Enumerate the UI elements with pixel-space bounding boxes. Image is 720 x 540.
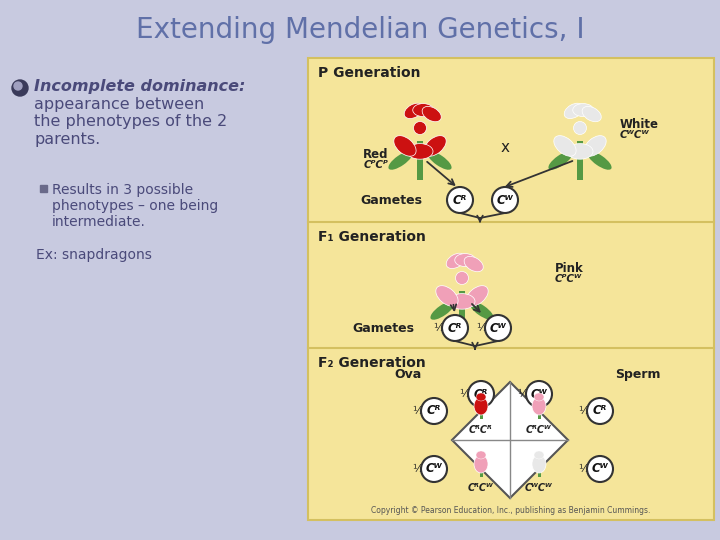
Text: CᴿCᵂ: CᴿCᵂ <box>468 483 494 493</box>
Ellipse shape <box>474 397 488 415</box>
Ellipse shape <box>464 256 483 272</box>
Ellipse shape <box>534 451 544 459</box>
Ellipse shape <box>407 144 433 159</box>
Ellipse shape <box>573 104 593 117</box>
Text: ½: ½ <box>518 389 528 399</box>
Bar <box>418 141 423 180</box>
Circle shape <box>14 82 22 90</box>
Circle shape <box>447 187 473 213</box>
Text: Ex: snapdragons: Ex: snapdragons <box>36 248 152 262</box>
Ellipse shape <box>466 286 488 306</box>
Ellipse shape <box>554 136 576 156</box>
Text: Cᵂ: Cᵂ <box>426 462 442 476</box>
Circle shape <box>492 187 518 213</box>
Ellipse shape <box>584 136 606 156</box>
Text: appearance between
the phenotypes of the 2
parents.: appearance between the phenotypes of the… <box>34 97 228 147</box>
Circle shape <box>413 122 426 134</box>
Circle shape <box>421 398 447 424</box>
Text: Cᴿ: Cᴿ <box>448 321 462 334</box>
Polygon shape <box>452 382 568 498</box>
Text: ½: ½ <box>413 464 423 474</box>
Text: Gametes: Gametes <box>360 193 422 206</box>
Text: ½: ½ <box>459 389 470 399</box>
Ellipse shape <box>455 254 476 267</box>
Ellipse shape <box>474 455 488 473</box>
Ellipse shape <box>564 103 583 119</box>
Text: ½: ½ <box>433 323 444 333</box>
Ellipse shape <box>394 136 416 156</box>
Ellipse shape <box>582 106 601 122</box>
Ellipse shape <box>449 294 475 309</box>
Ellipse shape <box>567 144 593 159</box>
Ellipse shape <box>469 301 494 320</box>
Text: ½: ½ <box>477 323 487 333</box>
Text: Cᴿ: Cᴿ <box>593 404 607 417</box>
Circle shape <box>456 272 469 285</box>
Circle shape <box>421 456 447 482</box>
Text: CᵂCᵂ: CᵂCᵂ <box>620 130 649 140</box>
Circle shape <box>485 315 511 341</box>
Ellipse shape <box>424 136 446 156</box>
Ellipse shape <box>476 393 486 401</box>
Ellipse shape <box>413 104 433 117</box>
Text: ½: ½ <box>413 406 423 416</box>
Ellipse shape <box>436 286 458 306</box>
Text: P Generation: P Generation <box>318 66 420 80</box>
Ellipse shape <box>549 151 572 170</box>
Text: Sperm: Sperm <box>616 368 661 381</box>
Text: Cᴿ: Cᴿ <box>453 193 467 206</box>
Text: Ova: Ova <box>395 368 422 381</box>
Bar <box>308 58 714 520</box>
Text: Results in 3 possible
phenotypes – one being
intermediate.: Results in 3 possible phenotypes – one b… <box>52 183 218 230</box>
Text: White: White <box>620 118 659 131</box>
Text: F₁ Generation: F₁ Generation <box>318 230 426 244</box>
Text: x: x <box>500 140 510 156</box>
Text: Cᵂ: Cᵂ <box>490 321 506 334</box>
Bar <box>538 467 541 477</box>
Ellipse shape <box>388 151 413 170</box>
Ellipse shape <box>532 397 546 415</box>
Text: Copyright © Pearson Education, Inc., publishing as Benjamin Cummings.: Copyright © Pearson Education, Inc., pub… <box>372 506 651 515</box>
Text: Pink: Pink <box>555 262 584 275</box>
Text: CᴾCᵂ: CᴾCᵂ <box>555 274 582 284</box>
Bar <box>577 141 582 180</box>
Circle shape <box>442 315 468 341</box>
Ellipse shape <box>588 151 611 170</box>
Circle shape <box>587 398 613 424</box>
Text: Gametes: Gametes <box>352 321 414 334</box>
Bar <box>480 409 482 419</box>
Ellipse shape <box>431 301 454 320</box>
Ellipse shape <box>404 103 423 119</box>
Circle shape <box>587 456 613 482</box>
Ellipse shape <box>446 253 465 268</box>
Circle shape <box>574 122 587 134</box>
Text: F₂ Generation: F₂ Generation <box>318 356 426 370</box>
Text: Cᴿ: Cᴿ <box>427 404 441 417</box>
Text: Red: Red <box>362 148 388 161</box>
Text: CᵂCᵂ: CᵂCᵂ <box>525 483 553 493</box>
Text: CᴿCᵂ: CᴿCᵂ <box>526 425 552 435</box>
Circle shape <box>526 381 552 407</box>
Circle shape <box>468 381 494 407</box>
Text: CᴿCᴿ: CᴿCᴿ <box>469 425 493 435</box>
Ellipse shape <box>428 151 451 170</box>
Bar <box>480 467 482 477</box>
Text: ½: ½ <box>579 406 590 416</box>
Text: Cᵂ: Cᵂ <box>497 193 513 206</box>
Ellipse shape <box>422 106 441 122</box>
Circle shape <box>12 80 28 96</box>
Ellipse shape <box>534 393 544 401</box>
Text: Extending Mendelian Genetics, I: Extending Mendelian Genetics, I <box>135 16 585 44</box>
Text: Cᵂ: Cᵂ <box>592 462 608 476</box>
Text: ½: ½ <box>579 464 590 474</box>
Bar <box>40 185 47 192</box>
Text: Incomplete dominance:: Incomplete dominance: <box>34 79 246 94</box>
Ellipse shape <box>476 451 486 459</box>
Bar <box>459 291 464 330</box>
Text: Cᴿ: Cᴿ <box>474 388 488 401</box>
Bar <box>538 409 541 419</box>
Text: CᴾCᴾ: CᴾCᴾ <box>364 160 388 170</box>
Text: Cᵂ: Cᵂ <box>531 388 547 401</box>
Ellipse shape <box>532 455 546 473</box>
